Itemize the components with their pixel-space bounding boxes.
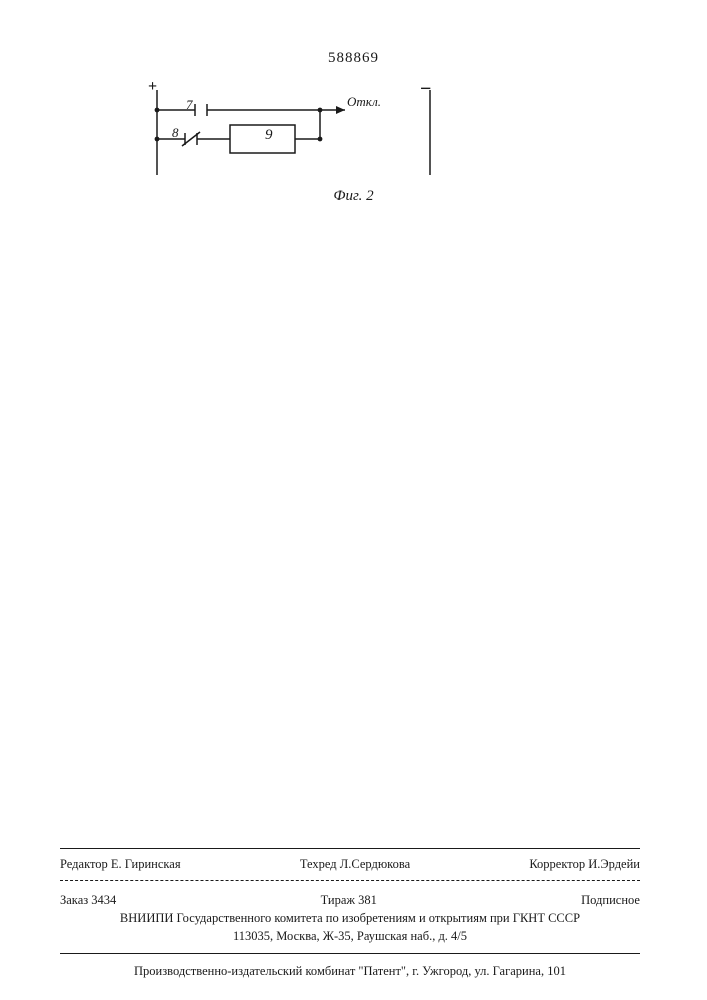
techred-name: Л.Сердюкова <box>340 857 410 871</box>
techred-label: Техред <box>300 857 337 871</box>
editor: Редактор Е. Гиринская <box>60 855 181 873</box>
producer-line: Производственно-издательский комбинат "П… <box>60 962 640 980</box>
vniipi-line: ВНИИПИ Государственного комитета по изоб… <box>60 909 640 927</box>
korrektor-label: Корректор <box>529 857 585 871</box>
techred: Техред Л.Сердюкова <box>300 855 410 873</box>
address1: 113035, Москва, Ж-35, Раушская наб., д. … <box>60 927 640 945</box>
zakaz: Заказ 3434 <box>60 891 116 909</box>
korrektor: Корректор И.Эрдейи <box>529 855 640 873</box>
print-line: Заказ 3434 Тираж 381 Подписное <box>60 891 640 909</box>
korrektor-name: И.Эрдейи <box>588 857 640 871</box>
footer-block: Редактор Е. Гиринская Техред Л.Сердюкова… <box>60 848 640 980</box>
figure-caption: Фиг. 2 <box>0 188 707 205</box>
circuit-svg <box>135 75 435 185</box>
credits-line: Редактор Е. Гиринская Техред Л.Сердюкова… <box>60 855 640 873</box>
dash-divider <box>60 880 640 881</box>
podpisnoe: Подписное <box>581 891 640 909</box>
editor-name: Е. Гиринская <box>111 857 181 871</box>
editor-label: Редактор <box>60 857 108 871</box>
page: 588869 + − Откл. 7 8 9 Фиг. 2 Редактор Е… <box>0 0 707 1000</box>
patent-number: 588869 <box>0 50 707 67</box>
circuit-diagram <box>135 75 435 185</box>
tirazh: Тираж 381 <box>321 891 377 909</box>
